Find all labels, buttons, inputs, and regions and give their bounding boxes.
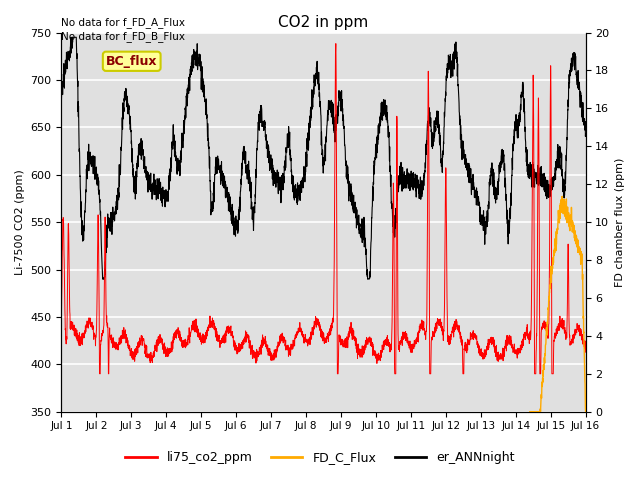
Legend: li75_co2_ppm, FD_C_Flux, er_ANNnight: li75_co2_ppm, FD_C_Flux, er_ANNnight [120,446,520,469]
Y-axis label: Li-7500 CO2 (ppm): Li-7500 CO2 (ppm) [15,169,25,275]
Title: CO2 in ppm: CO2 in ppm [278,15,369,30]
Text: BC_flux: BC_flux [106,55,157,68]
Text: No data for f_FD_A_Flux: No data for f_FD_A_Flux [61,17,185,28]
Text: No data for f_FD_B_Flux: No data for f_FD_B_Flux [61,31,185,42]
Y-axis label: FD chamber flux (ppm): FD chamber flux (ppm) [615,157,625,287]
